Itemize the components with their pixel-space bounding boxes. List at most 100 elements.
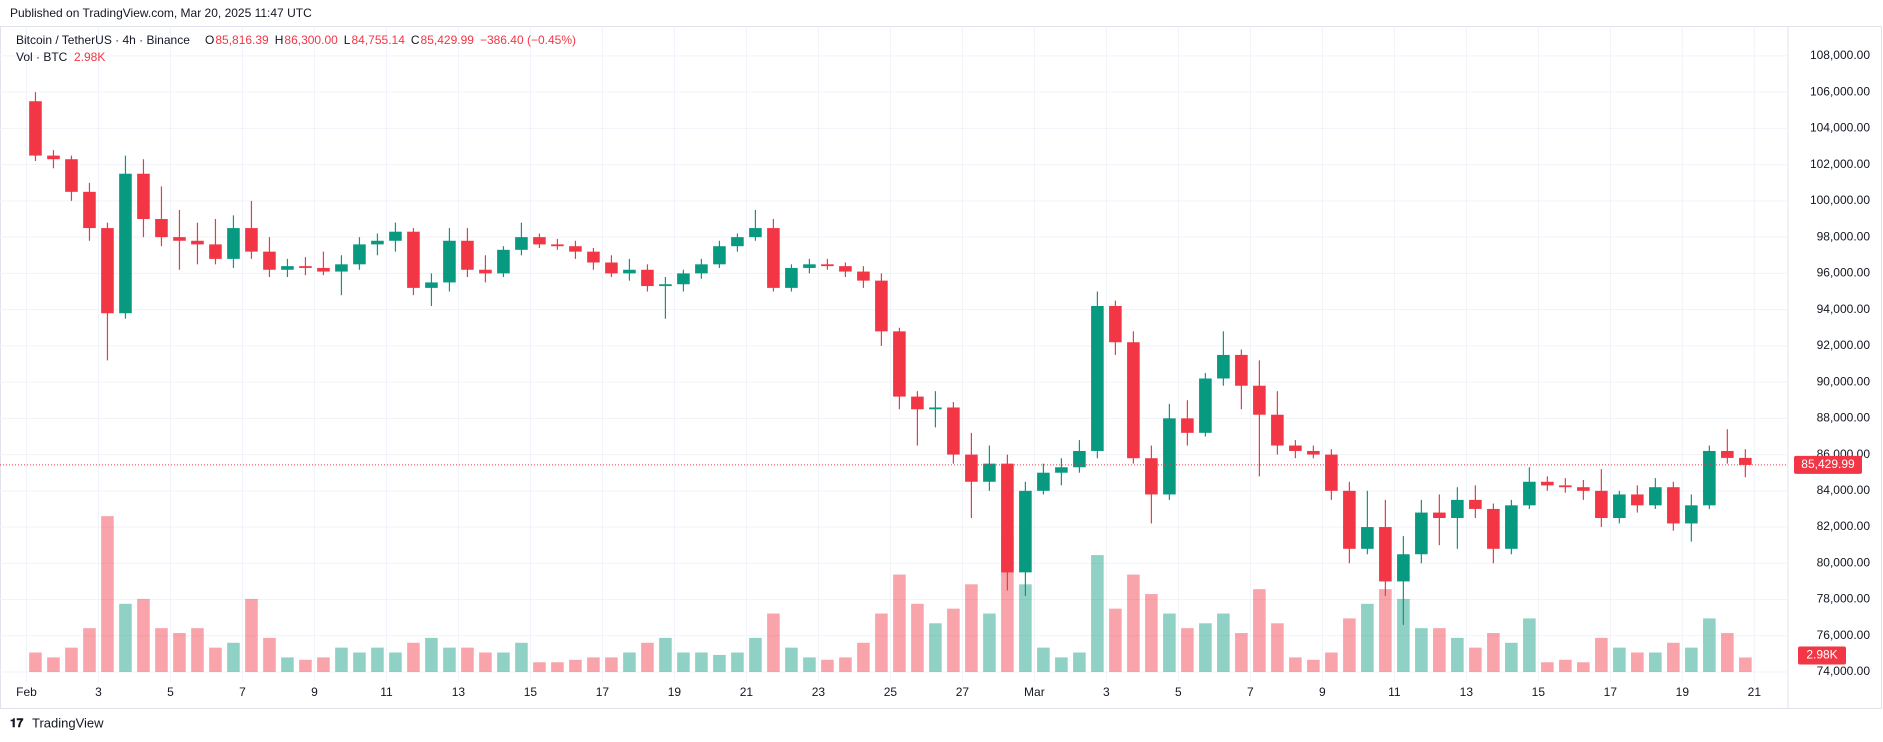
volume-bar: [785, 647, 798, 672]
y-tick-label: 90,000.00: [1817, 374, 1871, 388]
candle-body: [659, 284, 672, 287]
candle-body: [605, 262, 618, 274]
frame: [0, 26, 1882, 709]
candle-body: [1235, 354, 1248, 386]
volume-bar: [65, 647, 78, 672]
brand-logo: 𝟏𝟕: [10, 716, 24, 730]
candle-body: [1253, 385, 1266, 415]
candle-body: [461, 240, 474, 270]
volume-bar: [1109, 608, 1122, 672]
x-tick-label: 21: [740, 685, 754, 699]
candle-body: [1343, 490, 1356, 549]
volume-bar: [83, 628, 96, 672]
published-note: Published on TradingView.com, Mar 20, 20…: [10, 6, 312, 20]
candle-body: [1523, 481, 1536, 506]
volume-bar: [173, 633, 186, 672]
y-tick-label: 74,000.00: [1817, 664, 1871, 678]
volume-bar: [371, 647, 384, 672]
volume-bar: [191, 628, 204, 672]
candle-body: [1379, 527, 1392, 582]
brand: TradingView: [32, 715, 104, 730]
x-tick-label: 9: [311, 685, 318, 699]
volume-bar: [1469, 647, 1482, 672]
volume-bar: [1739, 657, 1752, 672]
x-tick-label: Mar: [1024, 685, 1045, 699]
y-tick-label: 102,000.00: [1810, 157, 1870, 171]
candle-body: [515, 237, 528, 250]
volume-bar: [317, 657, 330, 672]
volume-bar: [731, 652, 744, 672]
candle-body: [893, 331, 906, 397]
candle-body: [1199, 378, 1212, 433]
volume-bar: [695, 652, 708, 672]
volume-bar: [1703, 618, 1716, 672]
volume-bar: [1307, 659, 1320, 672]
candle-body: [569, 246, 582, 252]
candle-body: [443, 240, 456, 283]
x-tick-label: 27: [956, 685, 970, 699]
y-tick-label: 108,000.00: [1810, 48, 1870, 62]
candle-body: [155, 219, 168, 238]
x-tick-label: 17: [596, 685, 610, 699]
candle-body: [65, 159, 78, 192]
volume-bar: [947, 608, 960, 672]
volume-bar: [227, 642, 240, 672]
candle-body: [1001, 463, 1014, 573]
volume-bar: [605, 657, 618, 672]
x-tick-label: Feb: [16, 685, 37, 699]
candle-body: [1271, 414, 1284, 446]
legend-value: 84,755.14: [351, 33, 405, 47]
volume-bar: [1163, 613, 1176, 672]
candle-body: [1613, 494, 1626, 519]
volume-bar: [677, 652, 690, 672]
volume-bar: [893, 574, 906, 672]
volume-bar: [101, 516, 114, 672]
volume-bar: [1199, 623, 1212, 672]
legend-value: 85,816.39: [215, 33, 269, 47]
candle-body: [641, 269, 654, 287]
candle-body: [821, 264, 834, 267]
candle-body: [713, 246, 726, 265]
volume-bar: [857, 642, 870, 672]
candle-body: [1433, 512, 1446, 519]
candle-body: [1559, 485, 1572, 488]
volume-bar: [839, 657, 852, 672]
volume-bar: [1541, 662, 1554, 672]
candle-body: [1289, 445, 1302, 451]
volume-value: 2.98K: [74, 50, 105, 64]
volume-bar: [47, 657, 60, 672]
candle-body: [551, 244, 564, 247]
volume-bar: [1091, 555, 1104, 672]
volume-bar: [1523, 618, 1536, 672]
candle-body: [371, 240, 384, 245]
last-price-tag: [1794, 455, 1862, 474]
candle-body: [1649, 487, 1662, 506]
volume-bar: [1145, 594, 1158, 672]
x-tick-label: 3: [1103, 685, 1110, 699]
candle-body: [1685, 505, 1698, 524]
volume-bar: [1595, 637, 1608, 672]
x-tick-label: 19: [668, 685, 682, 699]
volume-bar: [1667, 642, 1680, 672]
volume-bar: [209, 647, 222, 672]
x-tick-label: 5: [1175, 685, 1182, 699]
candle-body: [353, 244, 366, 265]
candle-body: [407, 231, 420, 288]
candle-body: [1415, 512, 1428, 555]
candle-body: [1487, 508, 1500, 549]
candle-body: [209, 244, 222, 259]
volume-bar: [1253, 589, 1266, 672]
candle-body: [389, 231, 402, 241]
volume-bar: [623, 652, 636, 672]
legend-key: O: [205, 33, 214, 47]
candle-body: [281, 266, 294, 270]
x-tick-label: 23: [812, 685, 826, 699]
candle-body: [227, 228, 240, 259]
candle-body: [335, 264, 348, 272]
candle-body: [1451, 499, 1464, 519]
legend-value: 85,429.99: [421, 33, 475, 47]
volume-bar: [1433, 628, 1446, 672]
candle-body: [245, 228, 258, 252]
volume-bar: [1217, 613, 1230, 672]
